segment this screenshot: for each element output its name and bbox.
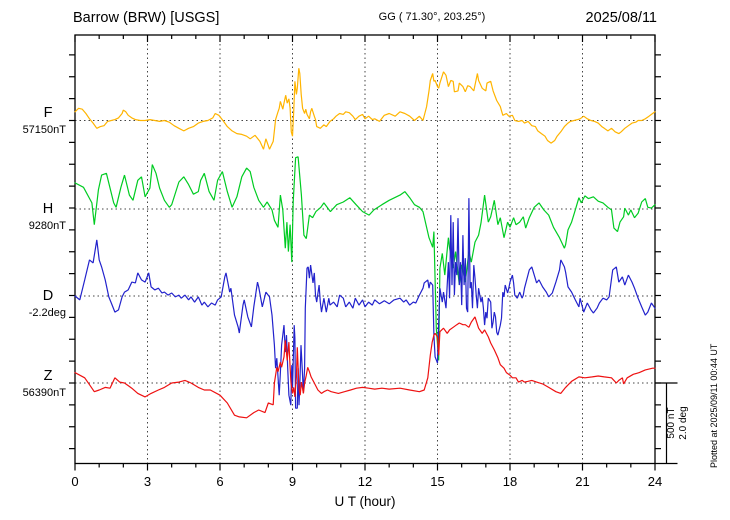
traces [74,68,656,419]
x-tick-label: 24 [648,474,662,489]
x-tick-label: 21 [575,474,589,489]
x-tick-label: 0 [71,474,78,489]
plot-date: 2025/08/11 [586,10,658,26]
geographic-coordinates: GG ( 71.30°, 203.25°) [379,11,486,23]
x-tick-label: 15 [430,474,444,489]
channel-value-d: -2.2deg [29,307,66,319]
channel-letter-f: F [44,105,53,121]
channel-value-h: 9280nT [29,220,67,232]
trace-d [74,198,656,409]
axis-ticks [69,35,661,471]
x-tick-label: 12 [358,474,372,489]
trace-f [74,68,656,150]
station-title: Barrow (BRW) [USGS] [73,10,219,26]
x-axis-label: U T (hour) [334,494,395,509]
grid-lines [75,35,655,464]
channel-value-z: 56390nT [23,387,67,399]
scale-deg-label: 2.0 deg [678,406,689,439]
x-tick-label: 6 [216,474,223,489]
plot-frame [74,34,656,465]
x-tick-labels: 0 3 6 9 12 15 18 21 24 [71,474,662,489]
x-tick-label: 9 [289,474,296,489]
channel-letter-d: D [43,288,53,304]
channel-value-f: 57150nT [23,124,67,136]
channel-letter-z: Z [44,368,53,384]
plotted-at-note: Plotted at 2025/09/11 00:44 UT [709,343,719,468]
channel-letter-h: H [43,201,53,217]
trace-h [74,156,656,361]
trace-z [74,316,656,419]
x-tick-label: 18 [503,474,517,489]
x-tick-label: 3 [144,474,151,489]
scale-nt-label: 500 nT [666,407,677,438]
scale-bar [655,382,678,465]
